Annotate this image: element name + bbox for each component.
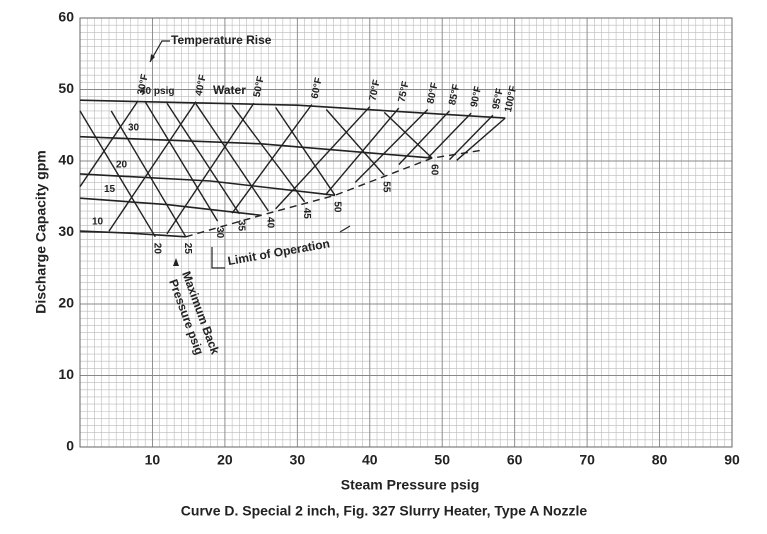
curve-label: 10 [92,217,104,228]
y-tick-label: 0 [66,438,74,454]
back-pressure-line [144,101,219,222]
x-tick-label: 80 [652,452,668,468]
x-tick-label: 60 [507,452,523,468]
pressure-curve [79,99,506,119]
x-tick-label: 20 [217,452,233,468]
arrow [149,40,170,63]
temperature-label: 95°F [491,87,506,110]
y-tick-label: 50 [58,80,74,96]
curve-label: 30 [128,122,140,133]
back-pressure-label: 35 [236,220,247,232]
temperature-label: 100°F [503,85,519,113]
y-tick-label: 40 [58,152,74,168]
temperature-line [448,114,494,161]
temperature-label: 50°F [252,75,267,98]
x-tick-label: 40 [362,452,378,468]
y-axis-label: Discharge Capacity gpm [33,150,49,313]
temperature-line [79,100,139,188]
back-pressure-label: 60 [428,164,439,176]
limit-annotation: Limit of Operation [227,236,331,268]
temperature-label: 60°F [310,77,325,100]
back-pressure-line [275,107,336,196]
back-pressure-line [195,103,269,212]
x-axis-label: Steam Pressure psig [341,477,480,493]
x-tick-label: 90 [724,452,740,468]
curve-label: 20 [116,160,128,171]
curve-label: 15 [104,184,116,195]
back-pressure-label: 30 [214,227,225,239]
temperature-label: 85°F [447,83,462,106]
temperature-line [275,106,371,210]
x-tick-label: 30 [290,452,306,468]
back-pressure-line [166,102,240,215]
x-tick-label: 50 [434,452,450,468]
y-tick-label: 30 [58,223,74,239]
back-pressure-label: 55 [381,181,392,193]
water-annotation: Water [213,83,246,97]
temperature-line [427,112,472,159]
back-pressure-line [325,109,385,176]
y-tick-label: 60 [58,9,74,25]
grid: 10 20 30 40 50 60 70 80 90 0 10 20 30 40 50 60 [58,9,740,468]
temperature-label: 80°F [425,82,440,105]
chart-title: Curve D. Special 2 inch, Fig. 327 Slurry… [181,503,588,519]
x-tick-label: 10 [145,452,161,468]
temperature-label: 75°F [397,80,412,103]
temperature-line [108,101,197,232]
back-pressure-line [231,104,306,203]
x-tick-label: 70 [579,452,595,468]
back-pressure-label: 45 [301,208,312,220]
curve-label: 40 psig [140,86,174,97]
temperature-label: 30°F [136,73,151,96]
arrowhead [173,258,179,266]
temperature-annotation: Temperature Rise [171,33,272,47]
temperature-label: 90°F [469,85,484,108]
bracket [211,225,351,269]
back-pressure-label: 25 [182,243,193,255]
pressure-curve [79,230,186,238]
back-pressure-label: 40 [265,217,276,229]
limit-line [185,149,482,238]
temperature-line [398,110,451,166]
back-pressure-line [383,111,433,159]
back-pressure-label: 50 [331,201,342,213]
temperature-label: 40°F [194,74,209,97]
temperature-line [354,109,429,183]
plot-frame [79,17,733,448]
curves [79,99,506,238]
temperature-label: 70°F [368,79,383,102]
y-tick-label: 20 [58,295,74,311]
back-pressure-line [79,110,156,238]
y-tick-label: 10 [58,366,74,382]
back-pressure-line [110,110,187,238]
arrowhead [150,54,155,62]
back-pressure-label: 20 [152,243,163,255]
